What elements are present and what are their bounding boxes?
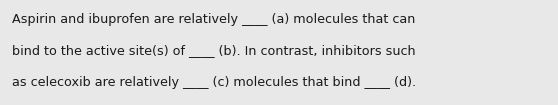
Text: Aspirin and ibuprofen are relatively ____ (a) molecules that can: Aspirin and ibuprofen are relatively ___… xyxy=(12,13,416,26)
Text: bind to the active site(s) of ____ (b). In contrast, inhibitors such: bind to the active site(s) of ____ (b). … xyxy=(12,44,416,57)
Text: as celecoxib are relatively ____ (c) molecules that bind ____ (d).: as celecoxib are relatively ____ (c) mol… xyxy=(12,76,416,89)
